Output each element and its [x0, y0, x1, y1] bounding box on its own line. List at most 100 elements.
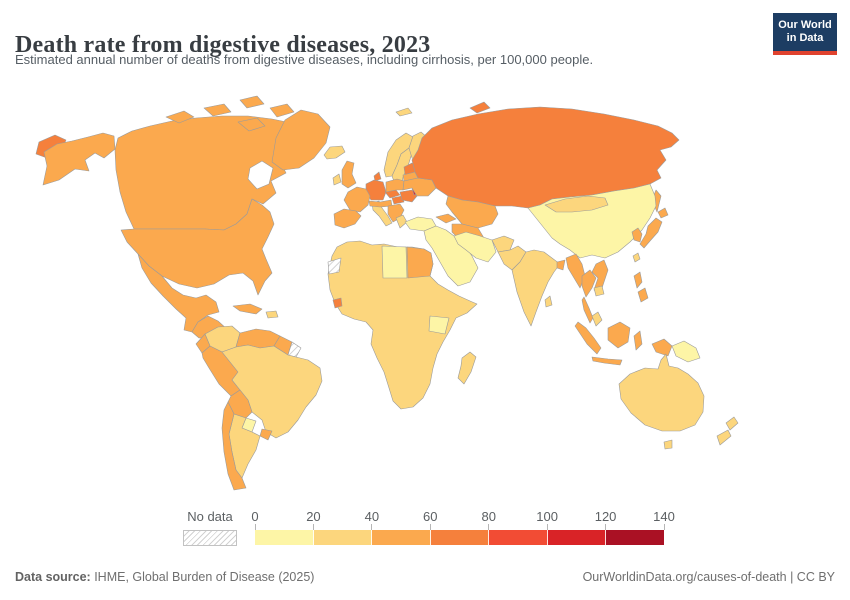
owid-logo-accent-bar	[773, 51, 837, 56]
country-canada-arctic-5[interactable]	[269, 103, 295, 118]
legend-tick-mark	[546, 524, 548, 530]
country-japan[interactable]	[639, 217, 663, 249]
country-poland[interactable]	[385, 178, 405, 193]
country-australia-tasmania[interactable]	[663, 439, 673, 450]
legend-bin-40-60[interactable]	[372, 530, 431, 545]
footer-link[interactable]: OurWorldinData.org/causes-of-death | CC …	[582, 570, 835, 584]
legend-tick-100: 100	[536, 509, 558, 524]
country-russia-novaya-zemlya[interactable]	[469, 101, 491, 114]
country-greenland[interactable]	[271, 109, 331, 171]
country-libya[interactable]	[381, 245, 408, 279]
country-cuba[interactable]	[232, 303, 263, 315]
owid-logo-box: Our World in Data	[773, 13, 837, 52]
legend-tick-mark	[254, 524, 256, 530]
legend-tick-40: 40	[364, 509, 380, 524]
country-chile[interactable]	[221, 401, 247, 491]
country-canada-arctic-2[interactable]	[203, 103, 232, 117]
country-arabian-peninsula[interactable]	[423, 225, 479, 287]
country-indonesia-papua[interactable]	[651, 338, 673, 357]
country-japan-hokkaido[interactable]	[657, 207, 669, 219]
country-indonesia-sumatra[interactable]	[574, 321, 602, 355]
legend-tick-20: 20	[306, 509, 321, 524]
country-cambodia[interactable]	[593, 285, 605, 297]
country-iran[interactable]	[453, 231, 497, 263]
country-australia[interactable]	[618, 353, 705, 432]
country-iceland[interactable]	[323, 145, 346, 160]
country-new-zealand-south[interactable]	[716, 429, 732, 446]
country-mexico[interactable]	[137, 253, 220, 333]
country-france[interactable]	[343, 186, 371, 213]
country-romania[interactable]	[399, 189, 418, 203]
country-taiwan[interactable]	[632, 252, 641, 263]
data-source-value: IHME, Global Burden of Disease (2025)	[90, 570, 315, 584]
owid-logo-line2: in Data	[786, 32, 824, 45]
legend-tick-mark	[371, 524, 373, 530]
no-data-label: No data	[187, 509, 233, 524]
country-hispaniola[interactable]	[265, 310, 279, 319]
country-india[interactable]	[511, 249, 561, 327]
country-egypt[interactable]	[406, 246, 434, 279]
country-united-kingdom[interactable]	[341, 160, 357, 189]
legend-tick-mark	[429, 524, 431, 530]
country-indonesia-sulawesi[interactable]	[633, 330, 643, 351]
country-sri-lanka[interactable]	[544, 295, 553, 308]
legend-bin-100-120[interactable]	[547, 530, 607, 545]
owid-logo-line1: Our World	[778, 19, 832, 31]
country-spain-portugal[interactable]	[333, 208, 362, 229]
legend-tick-140: 140	[653, 509, 675, 524]
country-ireland[interactable]	[332, 173, 342, 186]
legend-tick-mark	[488, 524, 490, 530]
country-indonesia-borneo[interactable]	[607, 321, 631, 349]
country-kenya-uganda[interactable]	[428, 315, 450, 335]
country-caucasus[interactable]	[435, 213, 457, 224]
owid-logo[interactable]: Our World in Data	[773, 13, 837, 56]
legend-tick-mark	[312, 524, 314, 530]
legend-bin-120-140[interactable]	[606, 530, 665, 545]
country-canada-arctic-3[interactable]	[239, 95, 265, 109]
no-data-swatch[interactable]	[183, 530, 237, 546]
color-legend: 0 20 40 60 80 100 120 140	[251, 509, 675, 549]
country-thailand[interactable]	[581, 269, 597, 298]
country-madagascar[interactable]	[457, 351, 477, 385]
country-western-sahara[interactable]	[327, 257, 342, 275]
country-papua-new-guinea[interactable]	[671, 340, 701, 363]
legend-bin-80-100[interactable]	[489, 530, 548, 545]
legend-tick-60: 60	[423, 509, 438, 524]
country-kazakhstan[interactable]	[445, 195, 499, 229]
page-title: Death rate from digestive diseases, 2023	[15, 32, 431, 59]
country-brazil[interactable]	[221, 344, 323, 439]
country-united-states[interactable]	[120, 198, 275, 296]
country-afghanistan[interactable]	[491, 235, 515, 253]
legend-bin-60-80[interactable]	[430, 530, 490, 545]
legend-tick-mark	[605, 524, 607, 530]
country-mongolia[interactable]	[544, 195, 609, 213]
legend-bin-20-40[interactable]	[313, 530, 373, 545]
country-bangladesh[interactable]	[556, 259, 566, 271]
data-source-note: Data source: IHME, Global Burden of Dise…	[15, 570, 314, 584]
legend-tick-0: 0	[251, 509, 259, 524]
country-canada-arctic-1[interactable]	[165, 110, 195, 124]
chart-subtitle: Estimated annual number of deaths from d…	[15, 52, 594, 67]
country-new-zealand-north[interactable]	[725, 416, 739, 431]
country-malaysia[interactable]	[591, 311, 603, 327]
country-philippines-south[interactable]	[637, 287, 649, 303]
legend-color-bar	[255, 530, 665, 545]
country-usa-alaska[interactable]	[42, 132, 116, 186]
hudson-bay-water	[247, 160, 274, 190]
country-indonesia-java[interactable]	[591, 356, 623, 366]
country-venezuela[interactable]	[235, 328, 281, 349]
country-canada-arctic-4[interactable]	[237, 117, 266, 132]
country-korea[interactable]	[631, 227, 643, 243]
country-denmark[interactable]	[373, 171, 382, 182]
country-svalbard[interactable]	[395, 107, 413, 117]
legend-no-data[interactable]: No data	[183, 509, 237, 546]
country-uruguay[interactable]	[259, 428, 273, 441]
country-philippines-north[interactable]	[633, 271, 643, 289]
country-thailand-peninsula[interactable]	[581, 296, 594, 324]
data-source-label: Data source:	[15, 570, 91, 584]
legend-tick-80: 80	[481, 509, 496, 524]
legend-bin-0-20[interactable]	[255, 530, 314, 545]
country-hungary[interactable]	[391, 195, 405, 205]
country-sierra-leone[interactable]	[332, 297, 343, 309]
